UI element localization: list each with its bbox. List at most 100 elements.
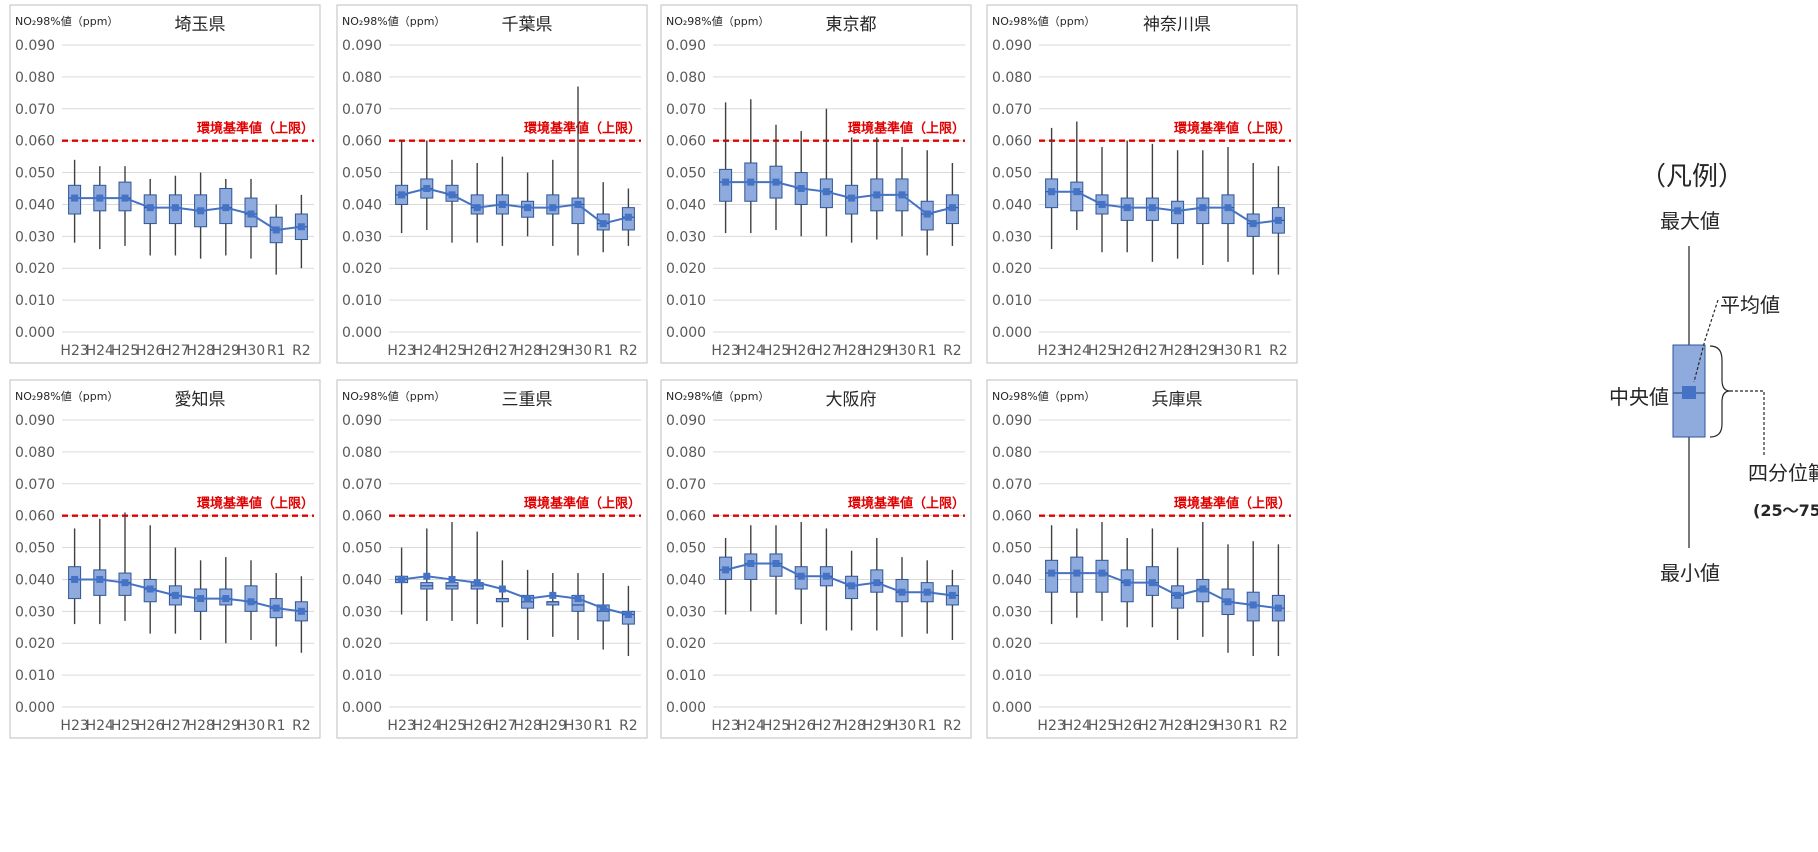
chart-title: 千葉県: [502, 15, 553, 35]
mean-point: [1174, 591, 1182, 599]
y-tick-label: 0.070: [992, 102, 1032, 118]
x-tick-label: H29: [1189, 718, 1217, 734]
y-tick-label: 0.010: [342, 668, 382, 684]
x-tick-label: H27: [812, 718, 840, 734]
y-tick-label: 0.070: [666, 477, 706, 493]
mean-line: [74, 578, 302, 613]
mean-point: [1199, 585, 1207, 593]
y-tick-label: 0.080: [342, 70, 382, 86]
legend-title: （凡例）: [1640, 162, 1744, 192]
x-tick-label: H28: [513, 343, 541, 359]
chart-panel: NO₂98%値（ppm） 兵庫県 0.000 0.010 0.020 0.030 0.040…: [986, 379, 1298, 739]
panel-frame: [986, 4, 1298, 364]
mean-point: [1274, 604, 1282, 612]
x-tick-label: H26: [787, 718, 815, 734]
x-tick-label: H23: [711, 718, 739, 734]
panel-frame: [660, 4, 972, 364]
y-tick-label: 0.040: [666, 197, 706, 213]
x-tick-label: R2: [619, 718, 638, 734]
mean-point: [473, 204, 481, 212]
x-tick-label: H27: [812, 343, 840, 359]
y-tick-label: 0.030: [342, 229, 382, 245]
mean-point: [1249, 601, 1257, 609]
y-tick-label: 0.080: [342, 445, 382, 461]
y-tick-label: 0.060: [666, 509, 706, 525]
mean-point: [96, 575, 104, 583]
chart-title: 埼玉県: [175, 15, 226, 35]
reference-label: 環境基準値（上限）: [524, 121, 641, 137]
x-tick-label: H25: [1088, 718, 1116, 734]
y-tick-label: 0.000: [666, 325, 706, 341]
x-tick-label: H27: [161, 343, 189, 359]
x-tick-label: H26: [136, 718, 164, 734]
x-tick-label: H23: [60, 343, 88, 359]
x-tick-label: H29: [212, 343, 240, 359]
y-tick-label: 0.060: [15, 134, 55, 150]
y-tick-label: 0.060: [342, 134, 382, 150]
mean-point: [948, 591, 956, 599]
y-tick-label: 0.020: [992, 636, 1032, 652]
y-tick-label: 0.090: [992, 38, 1032, 54]
y-tick-label: 0.050: [15, 166, 55, 182]
chart-title: 神奈川県: [1143, 15, 1211, 35]
chart-panel: NO₂98%値（ppm） 愛知県 0.000 0.010 0.020 0.030 0.040…: [9, 379, 321, 739]
mean-point: [146, 585, 154, 593]
reference-label: 環境基準値（上限）: [848, 121, 965, 137]
x-tick-label: R2: [943, 343, 962, 359]
x-tick-label: R2: [1269, 343, 1288, 359]
chart-title: 三重県: [502, 390, 553, 410]
mean-line: [1051, 572, 1279, 610]
y-unit-label: NO₂98%値（ppm）: [15, 390, 118, 403]
mean-point: [1274, 216, 1282, 224]
y-tick-label: 0.010: [666, 293, 706, 309]
mean-point: [297, 223, 305, 231]
x-tick-label: H24: [86, 343, 114, 359]
legend-median-label: 中央値: [1609, 385, 1669, 409]
mean-point: [498, 585, 506, 593]
mean-point: [1098, 200, 1106, 208]
mean-point: [1123, 579, 1131, 587]
mean-point: [272, 226, 280, 234]
mean-point: [599, 604, 607, 612]
x-tick-label: H27: [161, 718, 189, 734]
mean-line: [1051, 190, 1279, 225]
x-tick-label: H27: [488, 343, 516, 359]
mean-point: [898, 588, 906, 596]
mean-point: [574, 200, 582, 208]
legend-iqr-pointer: [1730, 390, 1765, 455]
x-tick-label: H25: [438, 718, 466, 734]
y-unit-label: NO₂98%値（ppm）: [342, 390, 445, 403]
mean-point: [121, 194, 129, 202]
y-tick-label: 0.080: [15, 70, 55, 86]
x-tick-label: H26: [463, 718, 491, 734]
chart-panel: NO₂98%値（ppm） 東京都 0.000 0.010 0.020 0.030 0.040…: [660, 4, 972, 364]
y-unit-label: NO₂98%値（ppm）: [666, 15, 769, 28]
x-tick-label: H26: [1113, 718, 1141, 734]
mean-point: [797, 185, 805, 192]
y-tick-label: 0.090: [342, 413, 382, 429]
x-tick-label: H24: [737, 718, 765, 734]
y-tick-label: 0.060: [992, 509, 1032, 525]
legend-iqr-brace: [1709, 345, 1731, 438]
x-tick-label: R2: [619, 343, 638, 359]
y-tick-label: 0.050: [992, 166, 1032, 182]
x-tick-label: H26: [787, 343, 815, 359]
y-tick-label: 0.030: [15, 229, 55, 245]
mean-point: [71, 575, 79, 583]
x-tick-label: R1: [594, 718, 613, 734]
mean-point: [948, 204, 956, 212]
reference-label: 環境基準値（上限）: [197, 121, 314, 137]
y-tick-label: 0.040: [15, 572, 55, 588]
y-tick-label: 0.040: [992, 197, 1032, 213]
y-tick-label: 0.030: [342, 604, 382, 620]
y-tick-label: 0.030: [666, 229, 706, 245]
x-tick-label: H30: [237, 718, 265, 734]
mean-point: [923, 210, 931, 218]
legend: （凡例） 最大値平均値中央値四分位範囲 (25〜75%) 最小値: [1609, 162, 1818, 585]
reference-label: 環境基準値（上限）: [848, 496, 965, 512]
mean-point: [848, 582, 856, 590]
legend-mean-pointer: [1693, 299, 1719, 383]
y-tick-label: 0.020: [342, 261, 382, 277]
x-tick-label: H24: [413, 718, 441, 734]
